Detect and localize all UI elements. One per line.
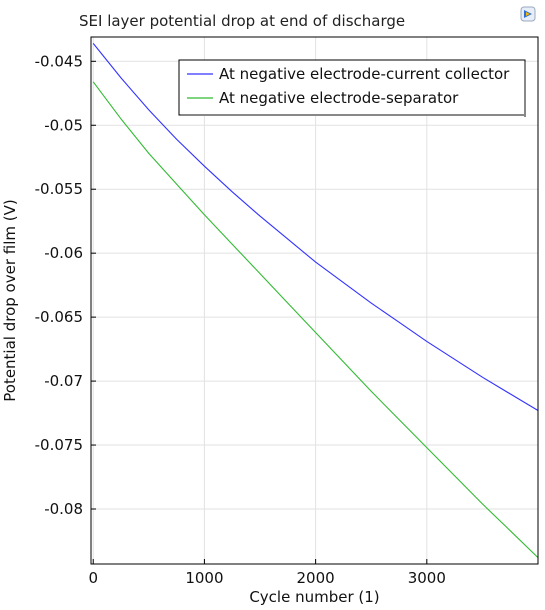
legend[interactable]: At negative electrode-current collector A… — [178, 59, 526, 117]
y-tick-label: -0.07 — [44, 372, 83, 390]
y-tick-label: -0.045 — [35, 52, 83, 70]
legend-entry-1: At negative electrode-current collector — [219, 65, 510, 83]
axis-ticks: 0 1000 2000 3000 -0.045 -0.05 -0.055 -0.06 -0.06… — [35, 52, 446, 587]
x-tick-label: 3000 — [408, 569, 446, 587]
y-tick-label: -0.075 — [35, 436, 83, 454]
x-tick-label: 1000 — [185, 569, 223, 587]
y-tick-label: -0.06 — [44, 244, 83, 262]
series-layer — [92, 43, 539, 558]
x-tick-label: 0 — [88, 569, 98, 587]
chart-title: SEI layer potential drop at end of disch… — [79, 12, 406, 30]
y-tick-label: -0.08 — [44, 500, 83, 518]
y-axis-label: Potential drop over film (V) — [1, 199, 19, 402]
series-line-1 — [92, 43, 539, 411]
comsol-logo-icon — [520, 6, 536, 22]
y-tick-label: -0.05 — [44, 116, 83, 134]
legend-box — [178, 59, 526, 116]
x-axis-label: Cycle number (1) — [249, 588, 379, 606]
y-tick-label: -0.065 — [35, 308, 83, 326]
plot-frame — [90, 36, 539, 565]
grid-lines — [91, 37, 538, 564]
series-line-2 — [92, 81, 539, 558]
y-tick-label: -0.055 — [35, 180, 83, 198]
x-tick-label: 2000 — [297, 569, 335, 587]
legend-entry-2: At negative electrode-separator — [219, 89, 459, 107]
